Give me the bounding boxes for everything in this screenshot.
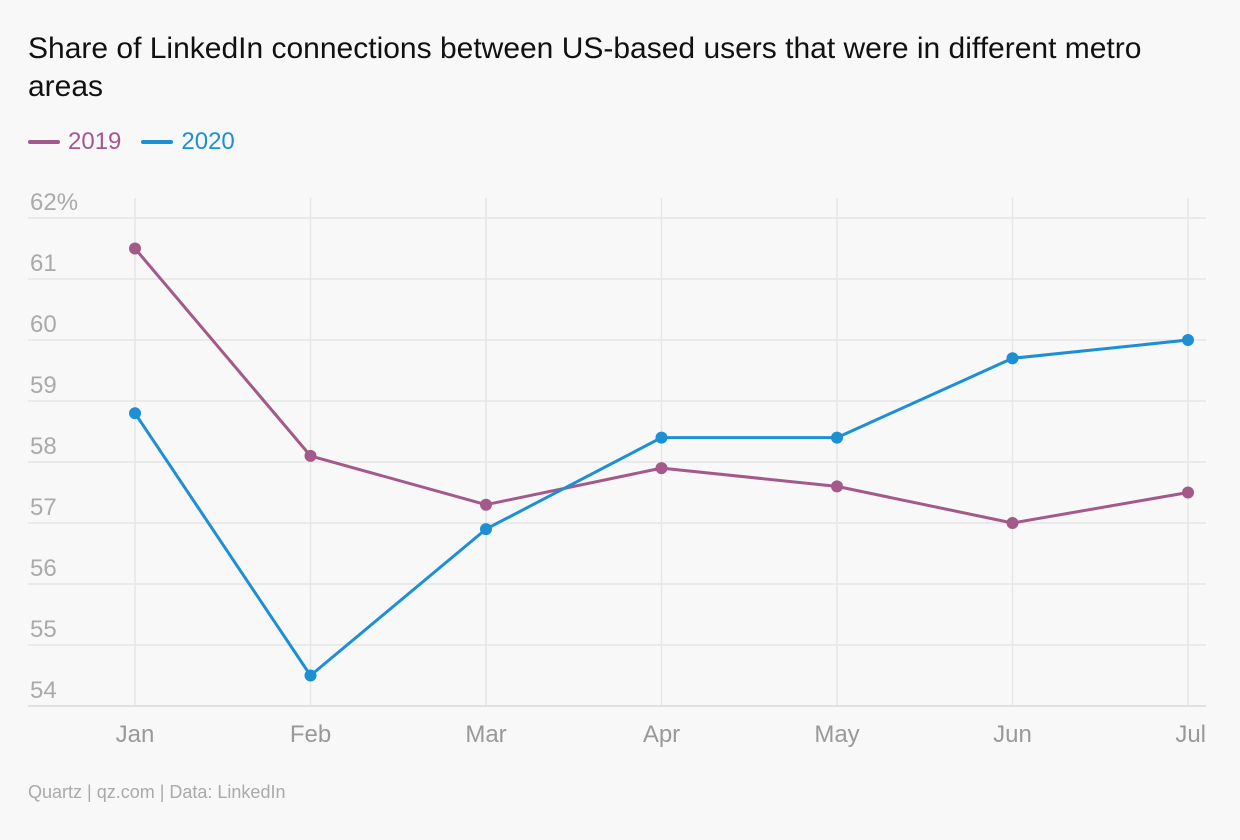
x-tick-label: Jun bbox=[993, 721, 1032, 748]
data-point-2019 bbox=[304, 449, 317, 462]
y-tick-label: 59 bbox=[30, 372, 57, 399]
y-tick-label: 60 bbox=[30, 311, 57, 338]
legend-item-2020: 2020 bbox=[141, 128, 235, 156]
legend-item-2019: 2019 bbox=[28, 128, 121, 156]
legend: 2019 2020 bbox=[28, 128, 255, 156]
legend-swatch-2020 bbox=[141, 140, 174, 144]
data-point-2019 bbox=[1006, 517, 1019, 529]
data-point-2020 bbox=[655, 431, 668, 444]
data-point-2020 bbox=[1006, 352, 1019, 365]
data-point-2020 bbox=[831, 431, 843, 444]
x-tick-label: Feb bbox=[290, 721, 331, 748]
data-point-2020 bbox=[129, 407, 141, 420]
y-tick-label: 54 bbox=[30, 677, 57, 704]
x-tick-label: Mar bbox=[465, 721, 506, 748]
y-tick-label: 57 bbox=[30, 494, 57, 521]
data-point-2019 bbox=[480, 498, 492, 511]
x-tick-label: Jan bbox=[116, 721, 155, 748]
x-tick-label: May bbox=[814, 721, 859, 748]
data-point-2019 bbox=[1182, 486, 1194, 499]
data-point-2020 bbox=[304, 669, 317, 682]
x-tick-label: Jul bbox=[1175, 721, 1206, 748]
legend-label-2020: 2020 bbox=[181, 128, 235, 155]
y-tick-label: 56 bbox=[30, 555, 57, 582]
chart-title: Share of LinkedIn connections between US… bbox=[28, 32, 1142, 103]
data-point-2020 bbox=[480, 523, 492, 536]
legend-label-2019: 2019 bbox=[68, 128, 122, 155]
y-tick-label: 55 bbox=[30, 616, 57, 643]
data-point-2019 bbox=[129, 242, 141, 255]
x-tick-label: Apr bbox=[643, 721, 680, 748]
data-point-2020 bbox=[1182, 334, 1194, 346]
data-point-2019 bbox=[831, 480, 843, 493]
y-tick-label: 58 bbox=[30, 433, 57, 460]
y-tick-label: 62% bbox=[30, 189, 78, 216]
data-point-2019 bbox=[655, 462, 668, 475]
legend-swatch-2019 bbox=[28, 140, 60, 144]
y-tick-label: 61 bbox=[30, 250, 57, 277]
source-credit: Quartz | qz.com | Data: LinkedIn bbox=[28, 782, 286, 802]
